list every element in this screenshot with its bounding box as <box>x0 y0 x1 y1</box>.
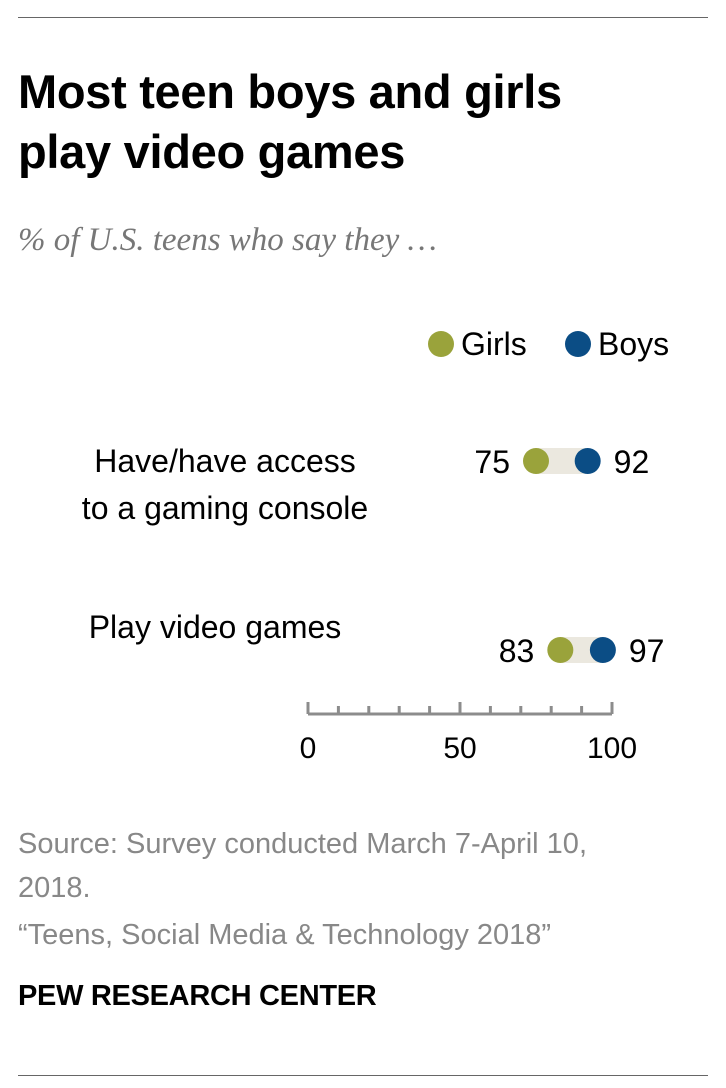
x-axis: 0 50 100 <box>300 702 637 765</box>
title-line-2: play video games <box>18 125 406 178</box>
legend: Girls Boys <box>428 326 669 362</box>
chart-subtitle: % of U.S. teens who say they … <box>18 222 437 258</box>
source-line-2: 2018. <box>18 872 91 904</box>
chart-rows: Have/have access to a gaming console 75 92 P… <box>82 443 665 669</box>
boys-dot <box>574 448 601 474</box>
chart-row: Have/have access to a gaming console 75 92 <box>82 443 649 526</box>
bottom-rule <box>18 1075 708 1076</box>
top-rule <box>18 17 708 18</box>
source-line-1: Source: Survey conducted March 7-April 1… <box>18 828 587 860</box>
pew-logo-text: PEW RESEARCH CENTER <box>18 980 377 1012</box>
legend-girls-swatch <box>428 331 454 357</box>
x-tick-label: 100 <box>587 732 637 765</box>
girls-value-label: 75 <box>474 444 510 480</box>
legend-boys-label: Boys <box>598 326 669 362</box>
category-label: Play video games <box>89 609 342 645</box>
category-label: to a gaming console <box>82 490 368 526</box>
girls-value-label: 83 <box>499 633 535 669</box>
x-tick-label: 50 <box>443 732 476 765</box>
chart-row: Play video games 83 97 <box>89 609 665 669</box>
boys-value-label: 97 <box>629 633 665 669</box>
source-note: Source: Survey conducted March 7-April 1… <box>18 822 708 910</box>
girls-dot <box>523 448 549 474</box>
chart-title: Most teen boys and girls play video games <box>18 62 708 182</box>
girls-dot <box>547 637 574 663</box>
x-tick-label: 0 <box>300 732 317 765</box>
boys-value-label: 92 <box>614 444 650 480</box>
legend-boys-swatch <box>565 331 591 357</box>
legend-girls-label: Girls <box>461 326 527 362</box>
boys-dot <box>589 637 616 663</box>
title-line-1: Most teen boys and girls <box>18 65 562 118</box>
category-label: Have/have access <box>94 443 355 479</box>
report-title: “Teens, Social Media & Technology 2018” <box>18 919 552 951</box>
